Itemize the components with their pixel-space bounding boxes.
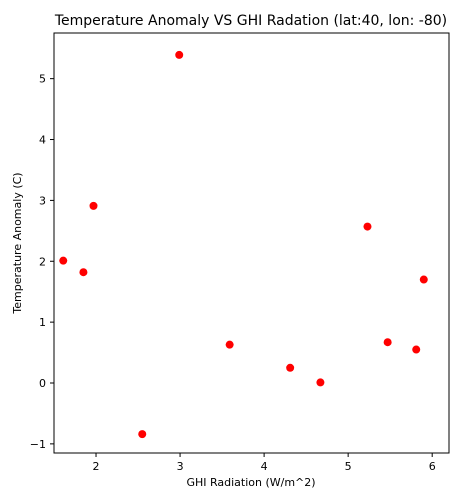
plot-area xyxy=(53,32,450,454)
data-point xyxy=(79,268,88,277)
x-tick-label: 2 xyxy=(93,460,100,473)
y-axis-label: Temperature Anomaly (C) xyxy=(11,172,24,314)
chart-title: Temperature Anomaly VS GHI Radation (lat… xyxy=(54,13,447,29)
data-point xyxy=(138,430,147,439)
data-point xyxy=(419,275,428,284)
data-point xyxy=(59,256,68,265)
data-point xyxy=(412,345,421,354)
x-axis-ticks: 2 3 4 5 6 xyxy=(93,453,436,473)
x-axis-label: GHI Radiation (W/m^2) xyxy=(186,476,315,489)
y-tick-label: 5 xyxy=(39,73,46,86)
y-tick-label: 3 xyxy=(39,194,46,207)
data-point xyxy=(175,50,184,59)
y-axis-ticks: −1 0 1 2 3 4 5 xyxy=(30,73,54,451)
y-tick-label: −1 xyxy=(30,438,46,451)
data-point xyxy=(89,201,98,210)
x-tick-label: 5 xyxy=(345,460,352,473)
data-point xyxy=(225,340,234,349)
data-point xyxy=(286,363,295,372)
data-point xyxy=(383,338,392,347)
y-tick-label: 2 xyxy=(39,255,46,268)
x-tick-label: 6 xyxy=(429,460,436,473)
y-tick-label: 0 xyxy=(39,377,46,390)
y-tick-label: 1 xyxy=(39,316,46,329)
data-point xyxy=(316,378,325,387)
x-tick-label: 3 xyxy=(177,460,184,473)
x-tick-label: 4 xyxy=(261,460,268,473)
data-point xyxy=(363,222,372,231)
data-points xyxy=(59,50,428,439)
y-tick-label: 4 xyxy=(39,134,46,147)
